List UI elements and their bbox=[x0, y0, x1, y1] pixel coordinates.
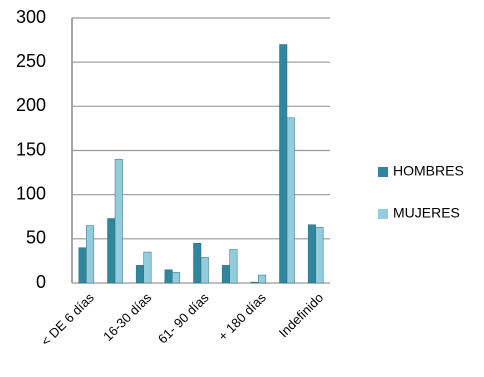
bar bbox=[172, 272, 181, 284]
y-tick-label: 0 bbox=[36, 272, 46, 292]
x-tick-label: < DE 6 días bbox=[38, 290, 97, 349]
legend-swatch bbox=[378, 209, 388, 219]
bar bbox=[286, 117, 295, 284]
legend-label: MUJERES bbox=[393, 205, 460, 221]
bar bbox=[143, 251, 152, 284]
bar bbox=[164, 269, 173, 284]
bar bbox=[107, 218, 116, 284]
bar bbox=[221, 265, 230, 284]
bar bbox=[279, 44, 288, 284]
x-tick-label: + 180 días bbox=[215, 290, 269, 344]
x-tick-label: Indefinido bbox=[276, 290, 326, 340]
bar bbox=[114, 159, 123, 284]
bar bbox=[193, 243, 202, 284]
y-tick-label: 250 bbox=[16, 51, 46, 71]
bar bbox=[229, 249, 238, 284]
y-tick-label: 300 bbox=[16, 7, 46, 27]
bar bbox=[78, 247, 87, 284]
bar bbox=[200, 257, 209, 284]
y-tick-label: 100 bbox=[16, 183, 46, 203]
x-tick-label: 61- 90 días bbox=[155, 290, 212, 347]
y-tick-label: 50 bbox=[26, 228, 46, 248]
bar bbox=[258, 274, 267, 284]
legend-swatch bbox=[378, 167, 388, 177]
bar bbox=[250, 281, 259, 284]
y-tick-label: 200 bbox=[16, 95, 46, 115]
bar bbox=[307, 224, 316, 284]
bar bbox=[135, 265, 144, 284]
x-tick-label: 16-30 días bbox=[100, 290, 154, 344]
bar bbox=[315, 227, 324, 284]
bar bbox=[86, 225, 95, 284]
legend-label: HOMBRES bbox=[393, 163, 464, 179]
y-tick-label: 150 bbox=[16, 139, 46, 159]
